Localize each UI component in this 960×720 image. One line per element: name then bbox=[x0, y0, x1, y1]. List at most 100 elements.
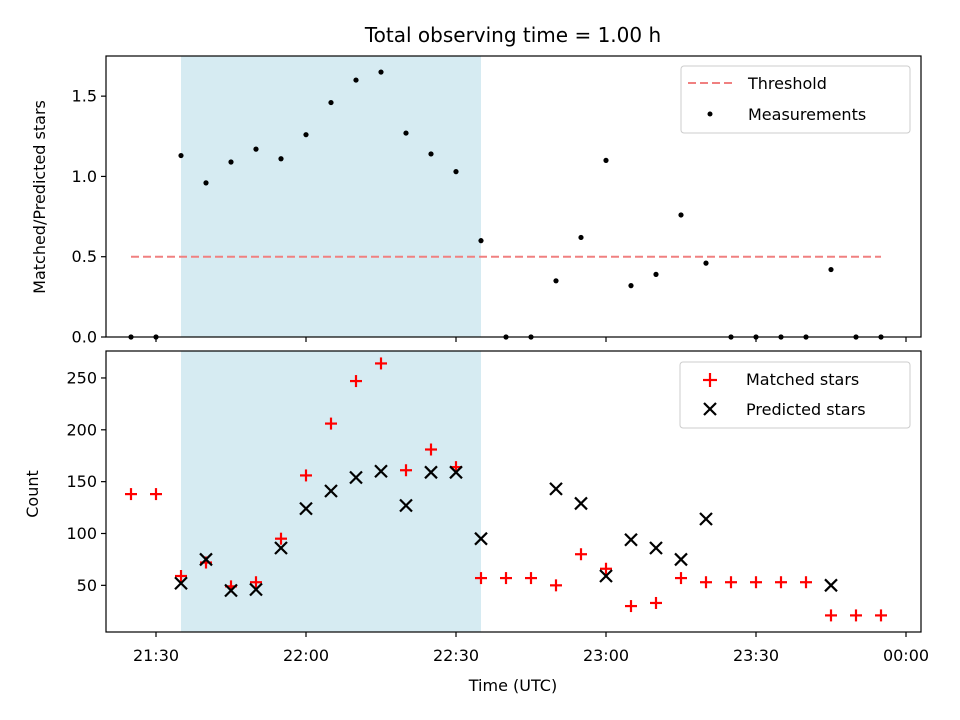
measurement-point-7 bbox=[303, 132, 309, 138]
top-highlight-window bbox=[181, 56, 481, 337]
legend-measurements-label: Measurements bbox=[748, 105, 866, 124]
matched-point-17 bbox=[550, 579, 562, 592]
legend-matched-swatch bbox=[703, 373, 717, 387]
predicted-point-9 bbox=[399, 498, 413, 513]
measurement-point-20 bbox=[628, 283, 634, 289]
measurement-point-6 bbox=[278, 156, 284, 162]
predicted-point-8 bbox=[374, 464, 388, 479]
bottom-y-axis-label: Count bbox=[23, 470, 42, 518]
predicted-point-4 bbox=[274, 541, 288, 555]
matched-point-22 bbox=[675, 572, 687, 585]
matched-point-0 bbox=[125, 488, 137, 501]
matched-point-21 bbox=[650, 596, 662, 609]
matched-point-10 bbox=[375, 357, 387, 370]
measurement-point-10 bbox=[378, 69, 384, 75]
predicted-point-0 bbox=[174, 576, 188, 591]
legend-predicted-swatch bbox=[703, 402, 717, 416]
measurement-point-13 bbox=[453, 169, 459, 175]
predicted-point-1 bbox=[199, 552, 213, 567]
predicted-point-13 bbox=[549, 482, 563, 496]
bottom-y-tick-label-1: 100 bbox=[66, 524, 97, 543]
measurement-point-14 bbox=[478, 238, 484, 244]
matched-point-12 bbox=[425, 443, 437, 456]
x-tick-label-5: 00:00 bbox=[883, 646, 929, 665]
bottom-y-tick-label-2: 150 bbox=[66, 472, 97, 491]
matched-point-29 bbox=[850, 609, 862, 622]
matched-point-1 bbox=[150, 488, 162, 501]
predicted-point-7 bbox=[349, 470, 363, 485]
predicted-point-18 bbox=[674, 552, 688, 567]
x-tick-label-3: 23:00 bbox=[583, 646, 629, 665]
legend-matched-label: Matched stars bbox=[746, 370, 859, 389]
bottom-x-ticks: 21:30 22:00 22:30 23:00 23:30 00:00 bbox=[133, 632, 929, 665]
bottom-legend-box bbox=[679, 361, 911, 429]
predicted-point-10 bbox=[424, 465, 438, 480]
measurement-point-5 bbox=[253, 146, 259, 152]
matched-point-5 bbox=[250, 576, 262, 589]
top-plot-frame bbox=[105, 55, 922, 338]
x-tick-label-4: 23:30 bbox=[733, 646, 779, 665]
legend-threshold-label: Threshold bbox=[747, 74, 827, 93]
matched-point-28 bbox=[825, 609, 837, 622]
matched-point-9 bbox=[350, 375, 362, 388]
predicted-point-15 bbox=[599, 569, 613, 583]
legend-predicted-label: Predicted stars bbox=[746, 400, 866, 419]
bottom-y-tick-label-4: 250 bbox=[66, 368, 97, 387]
predicted-point-20 bbox=[824, 578, 838, 593]
top-y-tick-label-0: 0.0 bbox=[72, 328, 97, 347]
x-tick-label-2: 22:30 bbox=[433, 646, 479, 665]
bottom-y-ticks: 50 100 150 200 250 bbox=[66, 368, 106, 595]
x-axis-label: Time (UTC) bbox=[468, 676, 557, 695]
matched-stars-points bbox=[125, 357, 887, 622]
matched-point-18 bbox=[575, 548, 587, 561]
predicted-point-5 bbox=[299, 501, 313, 516]
matched-point-25 bbox=[750, 576, 762, 589]
predicted-point-16 bbox=[624, 532, 638, 547]
matched-point-11 bbox=[400, 464, 412, 477]
matched-point-24 bbox=[725, 576, 737, 589]
measurement-point-21 bbox=[653, 271, 659, 277]
matched-point-6 bbox=[275, 532, 287, 545]
bottom-legend: Matched stars Predicted stars bbox=[679, 361, 911, 429]
matched-point-20 bbox=[625, 600, 637, 613]
matched-point-27 bbox=[800, 576, 812, 589]
matched-point-7 bbox=[300, 469, 312, 482]
measurement-point-3 bbox=[203, 180, 209, 186]
top-x-ticks bbox=[155, 337, 907, 342]
predicted-point-2 bbox=[224, 583, 238, 598]
matched-point-26 bbox=[775, 576, 787, 589]
matched-point-23 bbox=[700, 576, 712, 589]
matched-point-30 bbox=[875, 609, 887, 622]
predicted-point-14 bbox=[574, 496, 588, 511]
predicted-point-3 bbox=[249, 582, 263, 597]
bottom-panel: 50 100 150 200 250 21:30 22:00 22:30 23:00 23:30… bbox=[23, 350, 929, 695]
matched-point-14 bbox=[475, 572, 487, 585]
predicted-point-17 bbox=[649, 541, 663, 555]
legend-measurements-swatch bbox=[707, 111, 713, 117]
measurement-point-17 bbox=[553, 278, 559, 284]
top-y-ticks: 0.0 0.5 1.0 1.5 bbox=[72, 87, 106, 347]
measurement-point-28 bbox=[828, 266, 834, 273]
predicted-point-6 bbox=[324, 484, 338, 498]
bottom-y-tick-label-0: 50 bbox=[77, 576, 97, 595]
x-tick-label-1: 22:00 bbox=[283, 646, 329, 665]
measurement-point-23 bbox=[703, 260, 709, 266]
matched-point-19 bbox=[600, 562, 612, 575]
matched-point-15 bbox=[500, 572, 512, 585]
top-y-axis-label: Matched/Predicted stars bbox=[30, 100, 49, 294]
measurement-point-2 bbox=[178, 152, 184, 159]
top-y-tick-label-1: 0.5 bbox=[72, 247, 97, 266]
bottom-y-tick-label-3: 200 bbox=[66, 420, 97, 439]
top-legend-box bbox=[680, 65, 911, 134]
measurement-point-22 bbox=[678, 212, 684, 218]
measurement-point-11 bbox=[403, 130, 409, 136]
predicted-stars-points bbox=[174, 464, 838, 598]
top-panel: 0.0 0.5 1.0 1.5 Matched/Predicted stars Thr… bbox=[30, 55, 922, 347]
predicted-point-12 bbox=[474, 531, 488, 546]
top-y-tick-label-2: 1.0 bbox=[72, 167, 97, 186]
matched-point-16 bbox=[525, 572, 537, 585]
predicted-point-19 bbox=[699, 512, 713, 526]
bottom-plot-frame bbox=[105, 350, 922, 633]
matched-point-2 bbox=[175, 570, 187, 583]
